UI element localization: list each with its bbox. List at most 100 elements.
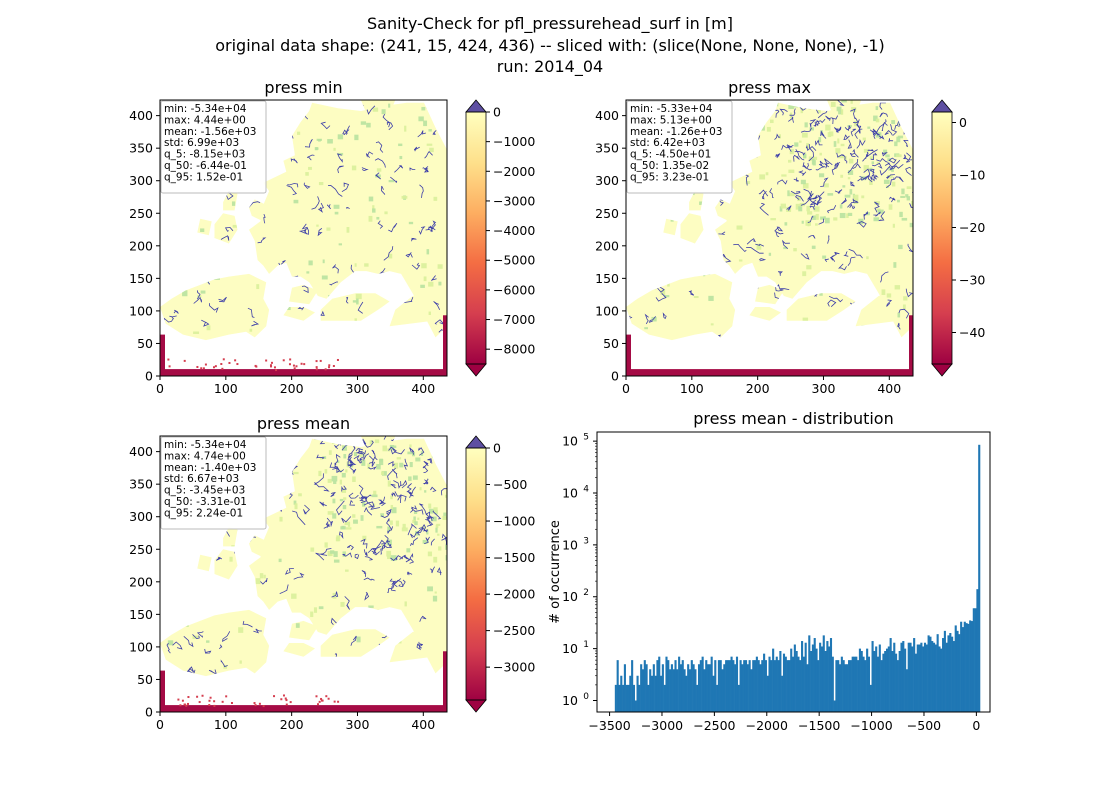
green-cell (902, 304, 906, 310)
histogram-bar (721, 669, 724, 712)
boundary-speck (321, 699, 324, 702)
green-cell (404, 125, 407, 132)
green-cell (631, 359, 637, 361)
boundary-speck (285, 699, 288, 702)
histogram-bar (942, 638, 945, 712)
green-cell (235, 689, 240, 695)
green-cell (429, 448, 434, 451)
histogram-bar (855, 656, 858, 712)
y-tick-label: 150 (595, 271, 619, 286)
histogram-bar (716, 684, 719, 712)
histogram-bar (902, 641, 905, 712)
colorbar-extend-top (931, 99, 953, 113)
green-cell (199, 200, 204, 206)
green-cell (387, 526, 391, 532)
histogram-bar (744, 660, 748, 712)
histogram-bar (806, 664, 809, 712)
boundary-speck (230, 702, 233, 705)
stats-box-frame (626, 100, 733, 194)
histogram-bar (875, 646, 878, 712)
green-cell (417, 517, 420, 520)
green-cell (401, 195, 408, 199)
y-tick-label: 100 (595, 303, 619, 318)
green-cell (360, 515, 364, 521)
histogram-bar (743, 660, 746, 712)
x-tick-label: 0 (156, 717, 164, 732)
green-cell (800, 107, 804, 114)
y-tick-label: 250 (129, 542, 153, 557)
figure-title-line-1: Sanity-Check for pfl_pressurehead_surf i… (367, 14, 733, 33)
boundary-speck (282, 359, 285, 362)
x-tick-label: −3500 (588, 718, 630, 733)
colorbar-tick-label: −6000 (493, 282, 535, 297)
green-cell (893, 262, 897, 268)
histogram-bar (819, 642, 822, 712)
green-cell (368, 196, 374, 202)
histogram-bar (694, 669, 697, 712)
green-cell (806, 143, 810, 149)
panel-title: press max (728, 78, 811, 97)
green-cell (339, 498, 344, 502)
green-cell (376, 216, 380, 220)
histogram-bar (781, 675, 784, 712)
boundary-speck (225, 695, 228, 698)
colorbar-tick-label: −7000 (493, 312, 535, 327)
green-cell (333, 551, 338, 558)
green-cell (420, 284, 425, 288)
green-cell (660, 289, 666, 296)
histogram-bar (741, 664, 744, 712)
green-cell (382, 328, 388, 332)
green-cell (366, 122, 371, 128)
green-cell (442, 515, 447, 521)
colorbar-tick-label: −1000 (493, 514, 535, 529)
green-cell (886, 174, 893, 179)
green-cell (428, 503, 432, 509)
green-cell (728, 195, 733, 198)
x-tick-label: −500 (907, 718, 941, 733)
histogram-bar (632, 684, 636, 712)
green-cell (279, 516, 283, 522)
histogram-bar (867, 656, 871, 712)
y-tick-label: 400 (595, 108, 619, 123)
y-tick-label: 100 (129, 303, 153, 318)
green-cell (277, 161, 283, 167)
green-cell (322, 259, 325, 264)
panel-title: press min (264, 78, 342, 97)
green-cell (268, 678, 271, 682)
green-cell (310, 547, 315, 552)
green-cell (869, 180, 873, 185)
green-cell (374, 439, 380, 444)
x-tick-label: 200 (746, 381, 770, 396)
boundary-speck (234, 359, 237, 362)
colorbar-tick-label: −1500 (493, 550, 535, 565)
boundary-speck (167, 358, 170, 361)
green-cell (281, 101, 288, 105)
green-cell (788, 103, 794, 110)
green-cell (806, 205, 810, 212)
histogram-bar (860, 650, 863, 712)
green-cell (433, 449, 439, 455)
green-cell (336, 460, 340, 463)
histogram-bar (775, 656, 778, 712)
boundary-band-right (443, 651, 447, 712)
histogram-bar (884, 650, 887, 712)
y-tick-exponent: 2 (583, 588, 589, 598)
histogram-bar (849, 660, 852, 712)
green-cell (327, 511, 334, 515)
green-cell (216, 262, 219, 268)
histogram-bar (804, 642, 807, 712)
histogram-bar (813, 638, 816, 712)
green-cell (174, 678, 178, 681)
boundary-speck (325, 695, 328, 698)
green-cell (332, 441, 335, 445)
green-cell (846, 213, 849, 218)
y-tick-label: 200 (595, 238, 619, 253)
boundary-speck (333, 700, 336, 703)
histogram-bar (887, 646, 890, 712)
green-cell (703, 273, 706, 277)
green-cell (193, 331, 200, 334)
boundary-speck (328, 366, 331, 369)
boundary-speck (303, 363, 306, 366)
green-cell (428, 129, 432, 132)
boundary-speck (202, 367, 205, 370)
